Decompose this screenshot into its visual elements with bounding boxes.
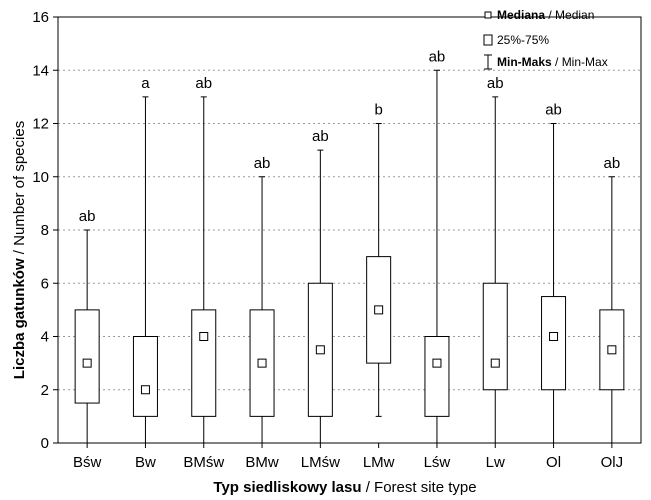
x-tick-label-cat-6: Lśw bbox=[424, 454, 451, 471]
y-axis-title-bold: Liczba gatunków bbox=[11, 258, 28, 379]
legend: Mediana / Median 25%-75% Min-Maks / Min-… bbox=[483, 8, 608, 70]
box-cat-5 bbox=[366, 256, 392, 364]
box-cat-2 bbox=[191, 309, 217, 417]
legend-range-marker bbox=[484, 54, 492, 70]
median-marker-cat-8 bbox=[549, 332, 559, 341]
group-label-cat-7: ab bbox=[487, 75, 504, 92]
x-tick-label-cat-3: BMw bbox=[245, 454, 279, 471]
box-cat-1 bbox=[132, 336, 158, 417]
legend-median-rest: / Median bbox=[545, 8, 594, 22]
x-tick-label-cat-5: LMw bbox=[363, 454, 395, 471]
y-tick-label-8: 8 bbox=[41, 222, 49, 239]
x-tick-label-cat-9: OlJ bbox=[601, 454, 624, 471]
median-marker-cat-0 bbox=[82, 358, 92, 368]
group-label-cat-0: ab bbox=[79, 208, 96, 225]
y-tick-label-4: 4 bbox=[41, 329, 49, 346]
y-tick-label-14: 14 bbox=[32, 62, 49, 79]
x-axis-title: Typ siedliskowy lasu / Forest site type bbox=[213, 479, 476, 496]
median-marker-cat-3 bbox=[257, 358, 267, 368]
group-label-cat-2: ab bbox=[195, 75, 212, 92]
group-label-cat-1: a bbox=[141, 75, 150, 92]
legend-median-bold: Mediana bbox=[497, 8, 545, 22]
axis-layer: 0 2 4 6 8 10 12 14 16 Bśw Bw BMśw BMw LMśw LMw Lśw Lw Ol O… bbox=[32, 9, 642, 471]
x-tick-label-cat-1: Bw bbox=[135, 454, 156, 471]
y-tick-label-2: 2 bbox=[41, 382, 49, 399]
median-marker-cat-9 bbox=[607, 345, 617, 355]
legend-box-marker bbox=[483, 34, 493, 46]
box-cat-0 bbox=[74, 309, 100, 404]
box-cat-6 bbox=[424, 336, 450, 417]
y-tick-label-10: 10 bbox=[32, 169, 49, 186]
y-tick-label-6: 6 bbox=[41, 275, 49, 292]
x-tick-label-cat-7: Lw bbox=[486, 454, 505, 471]
y-axis-title-rest: / Number of species bbox=[11, 121, 28, 259]
median-marker-cat-1 bbox=[140, 385, 150, 395]
median-marker-cat-5 bbox=[374, 305, 384, 315]
box-layer bbox=[74, 69, 625, 443]
legend-range-rest: / Min-Max bbox=[552, 55, 608, 69]
box-cat-7 bbox=[482, 282, 508, 391]
y-tick-label-0: 0 bbox=[41, 435, 49, 452]
label-layer: ab a ab ab ab b ab ab ab ab bbox=[79, 48, 620, 225]
y-axis-title: Liczba gatunków / Number of species bbox=[11, 121, 28, 379]
x-axis-title-rest: / Forest site type bbox=[362, 479, 477, 496]
legend-median-text: Mediana / Median bbox=[497, 8, 594, 22]
legend-median-marker bbox=[484, 11, 492, 19]
median-marker-cat-2 bbox=[199, 332, 209, 341]
x-tick-label-cat-2: BMśw bbox=[183, 454, 224, 471]
box-cat-3 bbox=[249, 309, 275, 417]
group-label-cat-8: ab bbox=[545, 102, 562, 119]
x-axis-title-bold: Typ siedliskowy lasu bbox=[213, 479, 361, 496]
group-label-cat-3: ab bbox=[254, 155, 271, 172]
group-label-cat-4: ab bbox=[312, 128, 329, 145]
median-marker-cat-6 bbox=[432, 358, 442, 368]
median-marker-cat-7 bbox=[490, 358, 500, 368]
group-label-cat-5: b bbox=[374, 102, 382, 119]
x-tick-label-cat-8: Ol bbox=[546, 454, 561, 471]
legend-range-text: Min-Maks / Min-Max bbox=[497, 55, 608, 69]
box-cat-8 bbox=[541, 296, 567, 391]
legend-range-bold: Min-Maks bbox=[497, 55, 552, 69]
group-label-cat-9: ab bbox=[604, 155, 621, 172]
group-label-cat-6: ab bbox=[429, 48, 446, 65]
median-marker-cat-4 bbox=[315, 345, 325, 355]
y-tick-label-12: 12 bbox=[32, 116, 49, 133]
y-tick-label-16: 16 bbox=[32, 9, 49, 26]
legend-box-text: 25%-75% bbox=[497, 33, 549, 47]
plot-frame bbox=[57, 16, 642, 444]
x-tick-label-cat-0: Bśw bbox=[73, 454, 102, 471]
x-tick-label-cat-4: LMśw bbox=[301, 454, 340, 471]
